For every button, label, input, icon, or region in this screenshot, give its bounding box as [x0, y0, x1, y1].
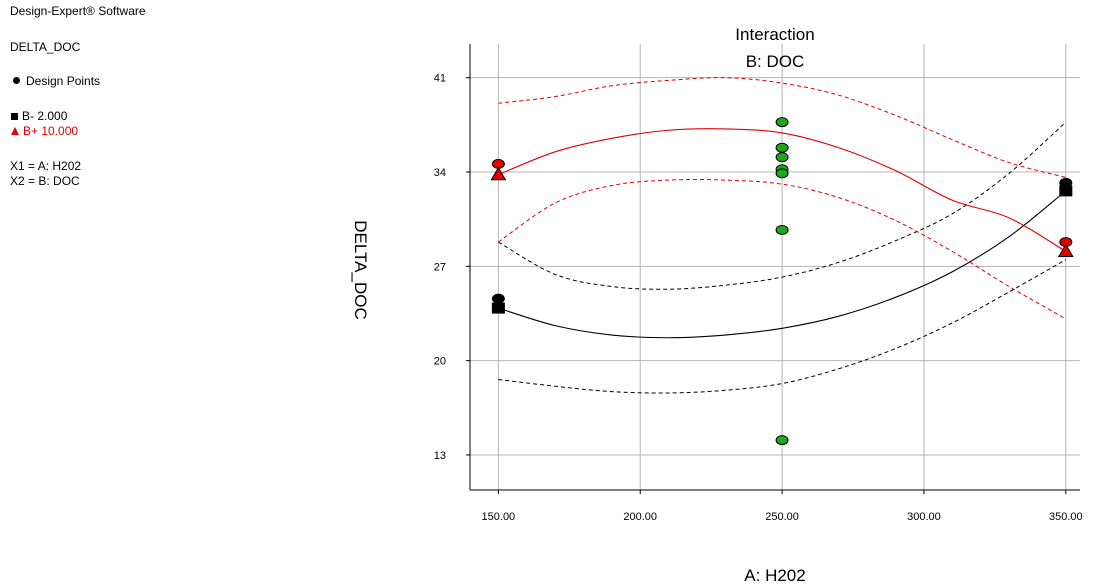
series-high-fit-line [498, 128, 1067, 252]
x-tick-label: 350.00 [1049, 511, 1083, 523]
x-tick-label: 300.00 [907, 511, 941, 523]
legend-low: B- 2.000 [10, 109, 67, 123]
series-high-marker [490, 166, 507, 181]
design-point [775, 435, 789, 446]
chart-title: Interaction [735, 25, 814, 44]
series-low-lower-bound [498, 259, 1067, 394]
y-tick-label: 13 [434, 450, 446, 462]
y-tick-label: 20 [434, 356, 446, 368]
series-high-upper-bound [498, 77, 1066, 178]
design-points-legend: Design Points [10, 74, 100, 88]
series-high-marker [1057, 243, 1074, 258]
series-low-marker [491, 302, 505, 314]
info-panel: Design-Expert® Software DELTA_DOC Design… [10, 0, 310, 220]
y-tick-label: 27 [434, 261, 446, 273]
square-icon [11, 113, 18, 120]
series-low-fit-line [498, 190, 1067, 339]
x-tick-label: 150.00 [482, 511, 516, 523]
design-point [775, 152, 789, 163]
x1-factor: X1 = A: H202 [10, 159, 82, 173]
chart-subtitle: B: DOC [746, 52, 805, 71]
software-name: Design-Expert® Software [10, 4, 146, 18]
dot-icon [13, 77, 20, 84]
x-tick-label: 200.00 [623, 511, 657, 523]
response-name: DELTA_DOC [10, 40, 81, 54]
design-points-label: Design Points [26, 74, 101, 88]
design-point [775, 224, 789, 235]
y-tick-label: 41 [434, 73, 446, 85]
series-low-marker [1059, 185, 1073, 197]
design-point [775, 117, 789, 128]
legend-low-label: B- 2.000 [22, 109, 68, 123]
x-axis-title: A: H202 [744, 566, 805, 585]
design-point [491, 293, 505, 304]
legend-high: B+ 10.000 [10, 124, 78, 138]
x-tick-label: 250.00 [765, 511, 799, 523]
legend-high-label: B+ 10.000 [23, 124, 79, 138]
design-point [775, 142, 789, 153]
y-axis-title: DELTA_DOC [351, 220, 370, 320]
design-point [775, 168, 789, 179]
y-tick-label: 34 [434, 167, 446, 179]
triangle-icon [11, 127, 19, 135]
series-low-upper-bound [498, 121, 1067, 290]
x2-factor: X2 = B: DOC [10, 174, 80, 188]
